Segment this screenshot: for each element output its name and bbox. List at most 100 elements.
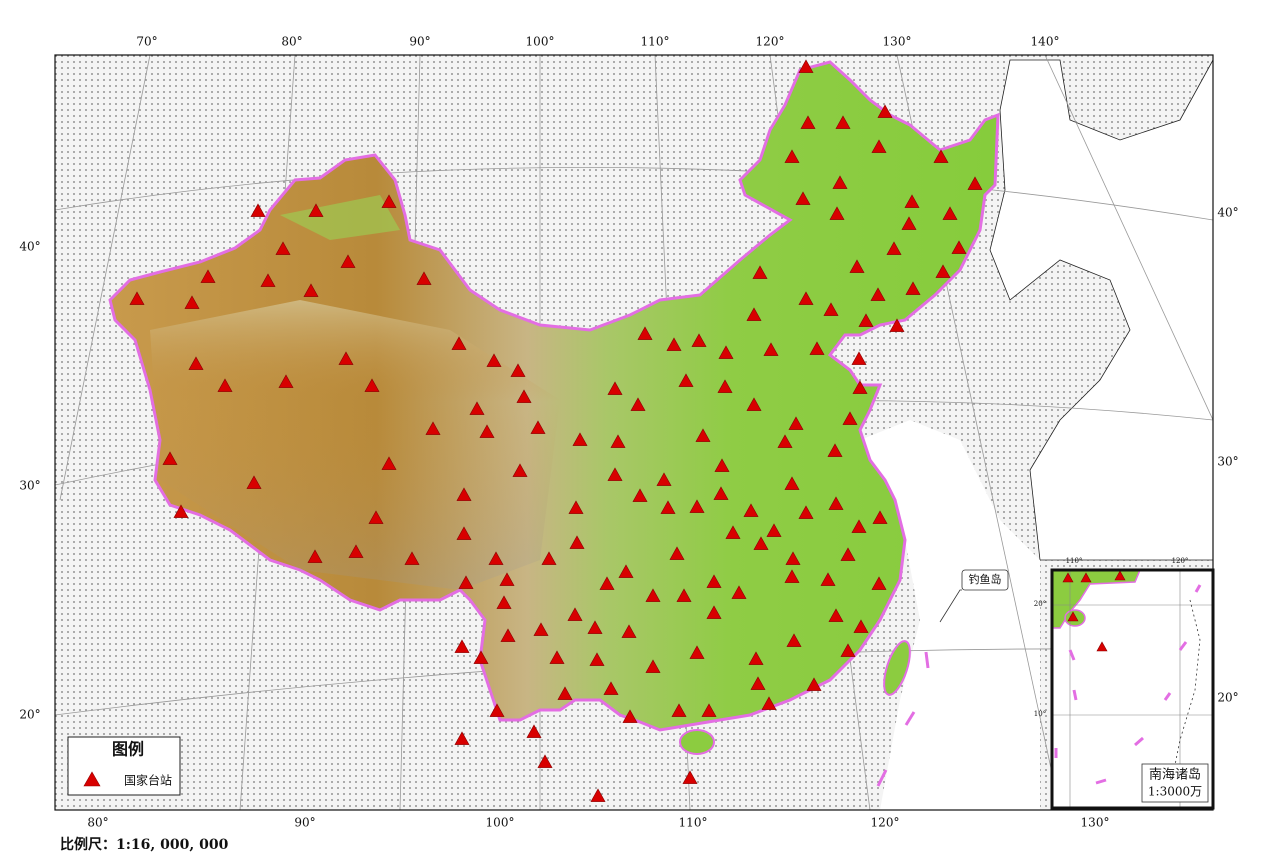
station: [458, 575, 474, 589]
inset-degree-label: 120°: [1172, 557, 1189, 565]
station: [871, 139, 887, 153]
station: [557, 686, 573, 700]
station: [827, 443, 843, 457]
station: [671, 703, 687, 717]
station: [364, 378, 380, 392]
station: [496, 595, 512, 609]
station: [942, 206, 958, 220]
station: [820, 572, 836, 586]
station: [784, 149, 800, 163]
station: [798, 59, 814, 73]
station: [752, 265, 768, 279]
sea-east: [989, 59, 1213, 561]
station: [1080, 572, 1092, 583]
inset: 南海诸岛 1:3000万: [1050, 568, 1215, 810]
scale-text: 比例尺：1:16, 000, 000: [60, 836, 229, 853]
station: [840, 547, 856, 561]
station: [340, 254, 356, 268]
station: [777, 434, 793, 448]
station: [842, 411, 858, 425]
station: [1067, 611, 1079, 622]
station: [173, 504, 189, 518]
station: [935, 264, 951, 278]
station: [416, 271, 432, 285]
hainan: [679, 729, 715, 755]
station: [1062, 572, 1074, 583]
station: [590, 788, 606, 802]
legend: 图例 国家台站: [67, 736, 181, 796]
legend-title: 图例: [112, 740, 144, 759]
station: [870, 287, 886, 301]
station: [454, 639, 470, 653]
station: [200, 269, 216, 283]
map-body: 钓鱼岛 图例 国家台站: [55, 55, 1213, 810]
legend-label: 国家台站: [124, 773, 172, 788]
station: [750, 676, 766, 690]
degree-label: 90°: [409, 35, 430, 49]
station: [766, 523, 782, 537]
degree-label: 80°: [281, 35, 302, 49]
station: [951, 240, 967, 254]
inset-degree-label: 110°: [1066, 557, 1083, 565]
station: [851, 351, 867, 365]
station: [835, 115, 851, 129]
degree-label: 130°: [883, 35, 912, 49]
station: [717, 379, 733, 393]
station: [904, 194, 920, 208]
station: [368, 510, 384, 524]
station: [706, 574, 722, 588]
station: [537, 754, 553, 768]
station: [689, 645, 705, 659]
station: [512, 463, 528, 477]
station: [689, 499, 705, 513]
station: [489, 703, 505, 717]
station: [713, 486, 729, 500]
station: [473, 650, 489, 664]
station: [307, 549, 323, 563]
station: [246, 475, 262, 489]
station: [731, 585, 747, 599]
degree-label: 30°: [1217, 455, 1238, 469]
station: [840, 643, 856, 657]
station: [746, 307, 762, 321]
degree-label: 20°: [1217, 691, 1238, 705]
stations: [129, 59, 983, 802]
annotation-callout: 钓鱼岛: [939, 569, 1009, 623]
station: [589, 652, 605, 666]
station: [549, 650, 565, 664]
station: [451, 336, 467, 350]
station: [743, 503, 759, 517]
station: [714, 458, 730, 472]
station: [308, 203, 324, 217]
inset-degree-label: 10°: [1034, 710, 1046, 718]
station: [786, 633, 802, 647]
station: [682, 770, 698, 784]
station: [381, 456, 397, 470]
station: [669, 546, 685, 560]
station: [933, 149, 949, 163]
station: [533, 622, 549, 636]
station: [499, 572, 515, 586]
station: [806, 677, 822, 691]
station: [572, 432, 588, 446]
station: [610, 434, 626, 448]
station: [872, 510, 888, 524]
taiwan: [883, 640, 911, 696]
station: [587, 620, 603, 634]
station: [763, 342, 779, 356]
station: [348, 544, 364, 558]
station: [500, 628, 516, 642]
station: [479, 424, 495, 438]
station: [746, 397, 762, 411]
station: [486, 353, 502, 367]
station: [278, 374, 294, 388]
degree-label: 100°: [526, 35, 555, 49]
station: [260, 273, 276, 287]
station: [637, 326, 653, 340]
station: [425, 421, 441, 435]
station: [188, 356, 204, 370]
station: [250, 203, 266, 217]
station: [798, 505, 814, 519]
station: [678, 373, 694, 387]
